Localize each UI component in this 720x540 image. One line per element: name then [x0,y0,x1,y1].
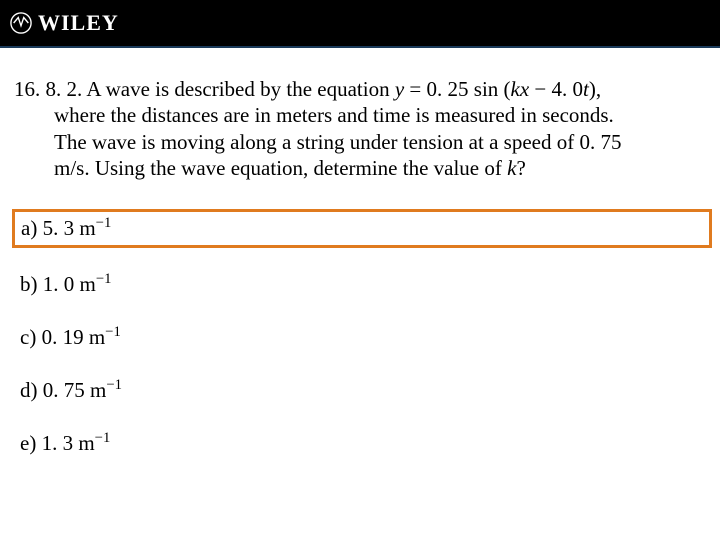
option-a-label: a) 5. 3 m [21,216,96,240]
q-line2: where the distances are in meters and ti… [54,103,614,127]
q-mark: ? [516,156,525,180]
content-area: 16. 8. 2. A wave is described by the equ… [0,48,720,460]
question-text: 16. 8. 2. A wave is described by the equ… [14,76,706,181]
wiley-logo-icon [10,12,32,34]
option-a[interactable]: a) 5. 3 m−1 [12,209,712,248]
eq-kx: kx [511,77,530,101]
option-d-exp: −1 [106,377,122,393]
header-bar: WILEY [0,0,720,48]
eq-mid: = 0. 25 sin ( [404,77,510,101]
q-line4: m/s. Using the wave equation, determine … [54,156,507,180]
answer-options: a) 5. 3 m−1 b) 1. 0 m−1 c) 0. 19 m−1 d) … [14,209,706,460]
option-b-label: b) 1. 0 m [20,272,96,296]
question-lead: A wave is described by the equation [86,77,395,101]
option-d-label: d) 0. 75 m [20,378,106,402]
option-e-exp: −1 [95,430,111,446]
option-e-label: e) 1. 3 m [20,431,95,455]
eq-y: y [395,77,404,101]
option-b[interactable]: b) 1. 0 m−1 [18,268,706,301]
option-c[interactable]: c) 0. 19 m−1 [18,321,706,354]
option-b-exp: −1 [96,271,112,287]
brand-text: WILEY [38,10,119,36]
eq-minus: − 4. 0 [529,77,583,101]
option-c-exp: −1 [105,324,121,340]
option-a-exp: −1 [96,215,112,231]
eq-end: ), [589,77,601,101]
option-e[interactable]: e) 1. 3 m−1 [18,427,706,460]
option-c-label: c) 0. 19 m [20,325,105,349]
q-line3: The wave is moving along a string under … [54,130,621,154]
option-d[interactable]: d) 0. 75 m−1 [18,374,706,407]
question-body: where the distances are in meters and ti… [14,102,706,181]
wiley-logo: WILEY [10,10,119,36]
question-number: 16. 8. 2. [14,77,82,101]
